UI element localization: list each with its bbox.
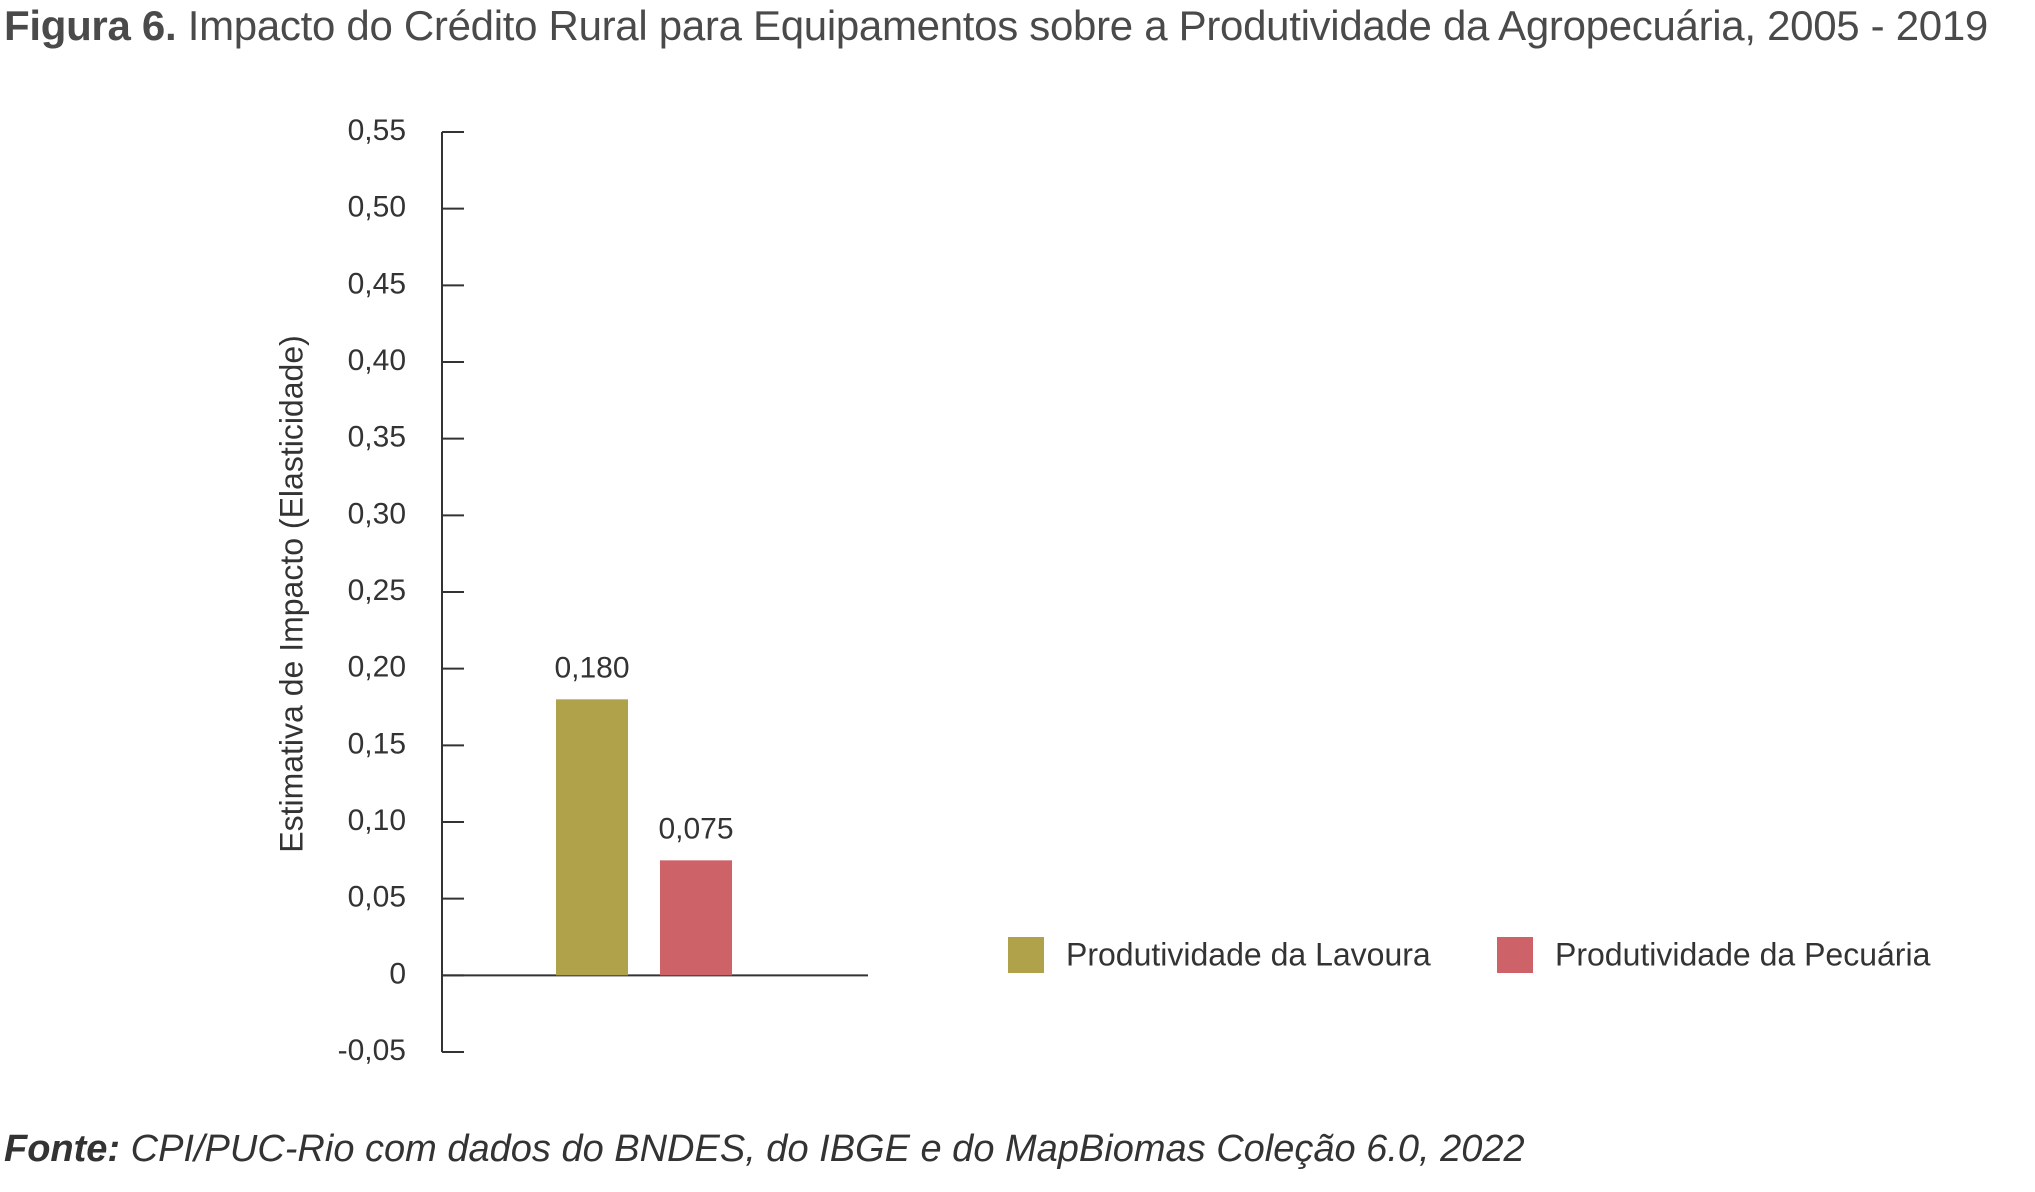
y-tick-label: 0,30 [348, 497, 406, 530]
y-tick-label: 0,10 [348, 804, 406, 837]
bar-lavoura [556, 699, 628, 976]
y-tick-label: 0,55 [348, 114, 406, 147]
bars [556, 699, 732, 976]
y-tick-label: 0 [389, 957, 406, 990]
legend: Produtividade da Lavoura Produtividade da… [1008, 936, 1931, 973]
y-tick-label: 0,35 [348, 421, 406, 454]
data-labels: 0,180 0,075 [554, 651, 733, 845]
y-tick-label: 0,20 [348, 651, 406, 684]
y-tick-label: -0,05 [338, 1034, 406, 1067]
legend-label: Produtividade da Pecuária [1555, 936, 1931, 972]
bar-pecuaria [660, 860, 732, 976]
y-tick-label: 0,05 [348, 881, 406, 914]
y-tick-label: 0,40 [348, 344, 406, 377]
y-tick-label: 0,15 [348, 727, 406, 760]
y-tick-label: 0,45 [348, 267, 406, 300]
source-note: Fonte: CPI/PUC-Rio com dados do BNDES, d… [4, 1128, 1525, 1171]
figure-label: Figura 6. [4, 2, 177, 49]
chart-title: Figura 6. Impacto do Crédito Rural para … [4, 2, 1988, 50]
y-axis: 0,55 0,50 0,45 0,40 0,35 0,30 0,25 0,20 0,15 0,10… [338, 114, 464, 1067]
data-label: 0,075 [658, 812, 733, 845]
legend-swatch [1008, 937, 1044, 973]
legend-label: Produtividade da Lavoura [1066, 936, 1431, 972]
source-text: CPI/PUC-Rio com dados do BNDES, do IBGE … [130, 1128, 1525, 1170]
figure-title: Impacto do Crédito Rural para Equipament… [187, 2, 1989, 49]
y-tick-label: 0,25 [348, 574, 406, 607]
legend-swatch [1497, 937, 1533, 973]
y-tick-label: 0,50 [348, 191, 406, 224]
data-label: 0,180 [554, 651, 629, 684]
source-label: Fonte: [4, 1128, 121, 1170]
y-axis-title: Estimativa de Impacto (Elasticidade) [273, 335, 309, 853]
